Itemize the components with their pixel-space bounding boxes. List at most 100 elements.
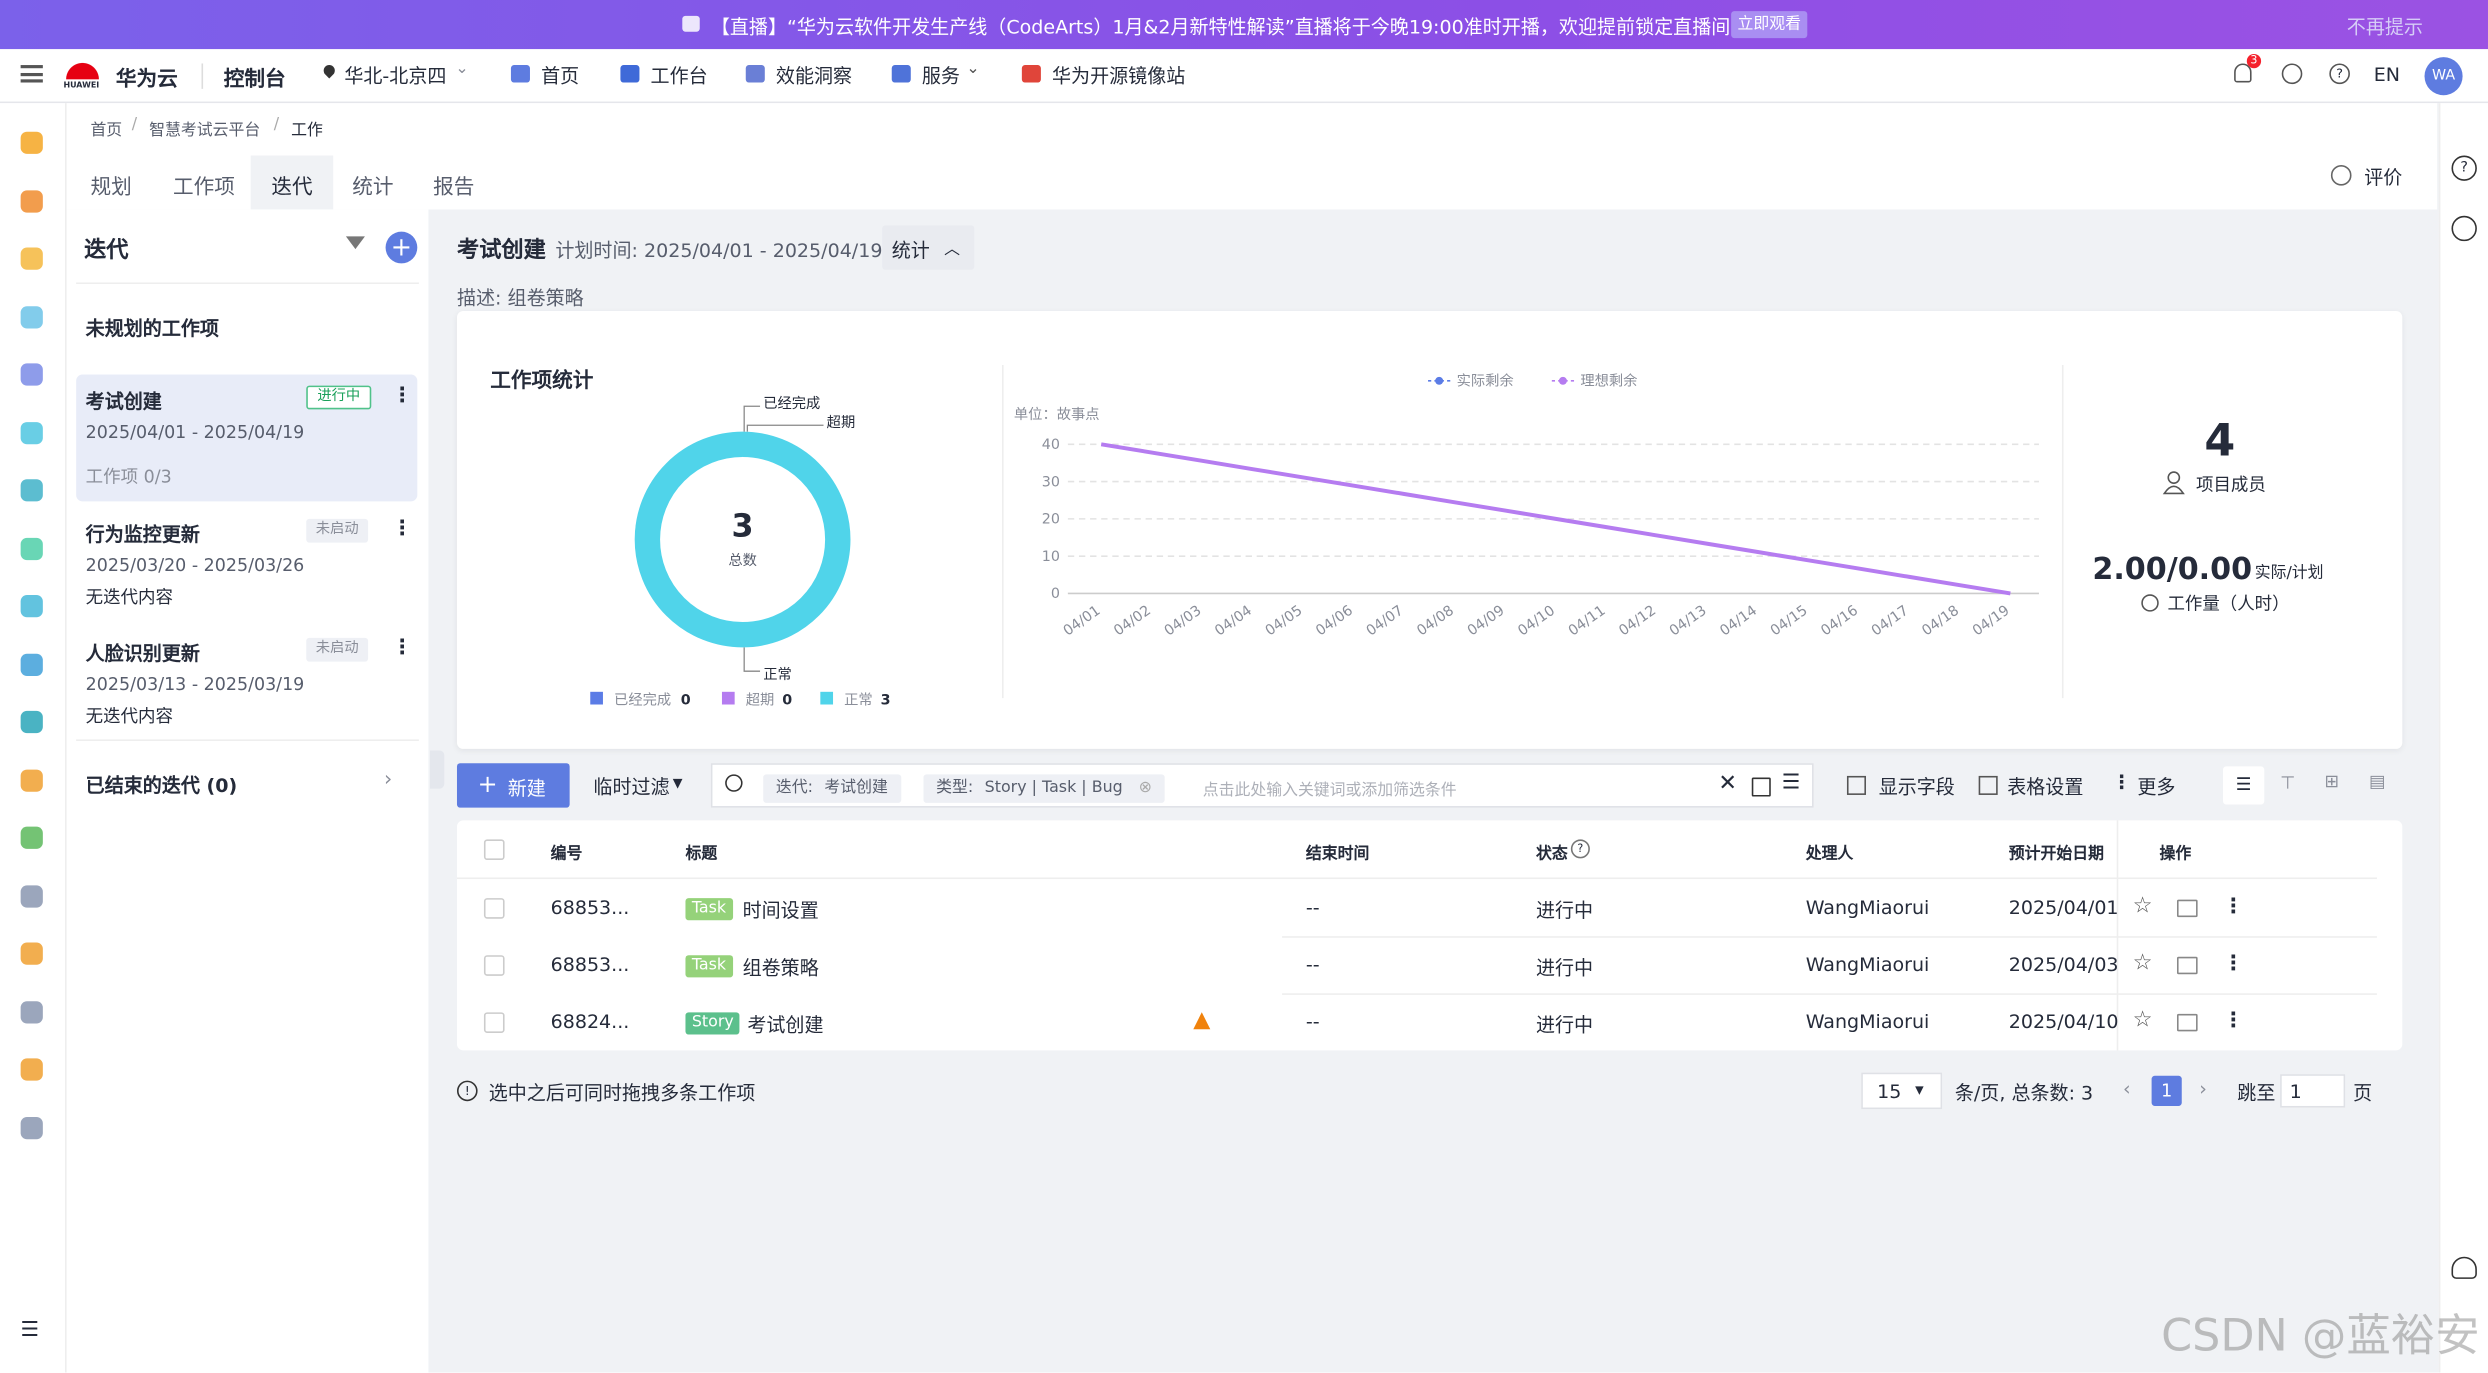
rail-collapse[interactable]: ☰ (20, 1318, 40, 1343)
clear[interactable]: ✕ (1718, 771, 1738, 797)
banner-dismiss[interactable]: 不再提示 (2346, 15, 2423, 39)
feedback[interactable]: 评价 (2364, 166, 2403, 189)
region[interactable]: 华北-北京四 (344, 65, 447, 88)
star[interactable]: ☆ (2132, 1007, 2153, 1033)
help-icon[interactable]: ? (2329, 63, 2350, 85)
rail-icon[interactable] (20, 595, 43, 618)
add-iteration[interactable]: + (385, 231, 418, 264)
prev-page[interactable]: ‹ (2123, 1077, 2131, 1100)
checkbox[interactable] (483, 955, 505, 976)
view-grid[interactable]: ⊞ (2324, 771, 2340, 792)
rail-icon[interactable] (20, 421, 43, 444)
rail-icon[interactable] (20, 305, 43, 328)
move[interactable] (2176, 899, 2198, 918)
closed-iterations[interactable]: 已结束的迭代 (0) (85, 774, 238, 797)
tab[interactable]: 规划 (90, 176, 132, 200)
row-more[interactable]: ⋮ (2223, 952, 2244, 976)
temp-filter[interactable]: 临时过滤 (593, 775, 670, 799)
help-button[interactable]: ? (2451, 155, 2477, 181)
console[interactable]: 控制台 (223, 68, 286, 93)
item-title[interactable]: 考试创建 (747, 1013, 824, 1037)
checkbox[interactable] (483, 1012, 505, 1033)
more[interactable]: ⋮ (391, 636, 413, 661)
search-box[interactable]: 迭代: 考试创建 类型: Story | Task | Bug ⊗ 点击此处输入关… (710, 763, 1814, 808)
language[interactable]: EN (2373, 63, 2401, 86)
nav-item[interactable]: 华为开源镜像站 (1052, 65, 1186, 88)
nav-item[interactable]: 服务 (921, 65, 960, 88)
rail-icon[interactable] (20, 1058, 43, 1081)
star[interactable]: ☆ (2132, 893, 2153, 919)
item-id[interactable]: 68853... (550, 953, 630, 976)
star[interactable]: ☆ (2132, 950, 2153, 976)
more[interactable]: ⋮ (391, 517, 413, 542)
todo-icon[interactable] (2281, 63, 2303, 85)
tab[interactable]: 工作项 (172, 176, 235, 200)
tab[interactable]: 迭代 (271, 176, 313, 200)
rail-icon[interactable] (20, 479, 43, 502)
avatar[interactable]: WA (2424, 57, 2463, 96)
item-id[interactable]: 68853... (550, 896, 630, 919)
page-size-select[interactable]: 15 ▼ (1861, 1072, 1943, 1110)
checkbox[interactable] (483, 839, 505, 861)
next-page[interactable]: › (2199, 1077, 2207, 1100)
table-settings[interactable]: 表格设置 (2007, 775, 2084, 799)
move[interactable] (2176, 956, 2198, 975)
nav-item[interactable]: 效能洞察 (775, 65, 853, 88)
rail-icon[interactable] (20, 247, 43, 270)
rail-icon[interactable] (20, 1000, 43, 1023)
item-id[interactable]: 68824... (550, 1010, 630, 1033)
rail-icon[interactable] (20, 652, 43, 676)
rail-icon[interactable] (20, 826, 43, 849)
iteration-item[interactable]: 人脸识别更新 未启动 ⋮ 2025/03/13 - 2025/03/19 无迭代内容 (76, 626, 418, 738)
tab[interactable]: 统计 (352, 176, 394, 200)
rail-icon[interactable] (20, 537, 43, 560)
show-fields[interactable]: 显示字段 (1878, 775, 1955, 799)
view-card[interactable]: ▤ (2368, 771, 2386, 792)
current-page[interactable]: 1 (2151, 1075, 2182, 1106)
checkbox[interactable] (483, 898, 505, 919)
iteration-item[interactable]: 行为监控更新 未启动 ⋮ 2025/03/20 - 2025/03/26 无迭代内容 (76, 507, 418, 619)
rail-icon[interactable] (20, 131, 43, 154)
save-icon[interactable] (1751, 777, 1771, 797)
brand[interactable]: 华为云 (115, 68, 178, 93)
rail-icon[interactable] (20, 768, 43, 791)
breadcrumb-item[interactable]: 首页 (90, 122, 123, 140)
drag-hint: 选中之后可同时拖拽多条工作项 (488, 1082, 756, 1105)
bell-icon[interactable] (2234, 63, 2252, 83)
banner-button[interactable]: 立即观看 (1731, 11, 1808, 39)
jump-input[interactable]: 1 (2280, 1074, 2346, 1108)
rail-icon[interactable] (20, 942, 43, 965)
emoji-button[interactable] (2451, 215, 2477, 242)
view-tree[interactable]: ⊤ (2280, 772, 2296, 794)
rail-icon[interactable] (20, 884, 43, 907)
row-more[interactable]: ⋮ (2223, 1009, 2244, 1033)
rail-icon[interactable] (20, 1116, 43, 1139)
row-line (1282, 993, 2377, 995)
tab[interactable]: 报告 (433, 176, 475, 200)
description: 描述: 组卷策略 (456, 287, 584, 310)
filter-icon[interactable] (345, 236, 365, 250)
iteration-item[interactable]: 考试创建 进行中 ⋮ 2025/04/01 - 2025/04/19 工作项 0/3 (76, 374, 418, 502)
stats-toggle[interactable]: 统计 ︿ (882, 225, 975, 270)
view-list[interactable]: ☰ (2223, 766, 2265, 805)
x-tick-label: 04/18 (1919, 603, 1962, 640)
row-more[interactable]: ⋮ (2223, 894, 2244, 919)
unplanned[interactable]: 未规划的工作项 (85, 317, 219, 340)
list-icon[interactable]: ☰ (1781, 771, 1801, 795)
more[interactable]: ⋮ (391, 383, 413, 408)
rail-icon[interactable] (20, 189, 43, 212)
more[interactable]: 更多 (2137, 775, 2176, 799)
rail-icon[interactable] (20, 710, 43, 734)
item-title[interactable]: 组卷策略 (742, 956, 819, 980)
nav-item[interactable]: 工作台 (650, 65, 708, 88)
rail-icon[interactable] (20, 363, 43, 386)
new-button[interactable]: + 新建 (456, 763, 570, 808)
menu-icon[interactable] (20, 65, 43, 83)
service-button[interactable] (2451, 1256, 2477, 1279)
item-title[interactable]: 时间设置 (742, 899, 819, 922)
nav-item[interactable]: 首页 (541, 65, 580, 88)
x-tick-label: 04/16 (1818, 603, 1861, 640)
move[interactable] (2176, 1013, 2198, 1032)
breadcrumb-item[interactable]: 智慧考试云平台 (149, 122, 261, 140)
collapse-handle[interactable] (430, 750, 445, 789)
